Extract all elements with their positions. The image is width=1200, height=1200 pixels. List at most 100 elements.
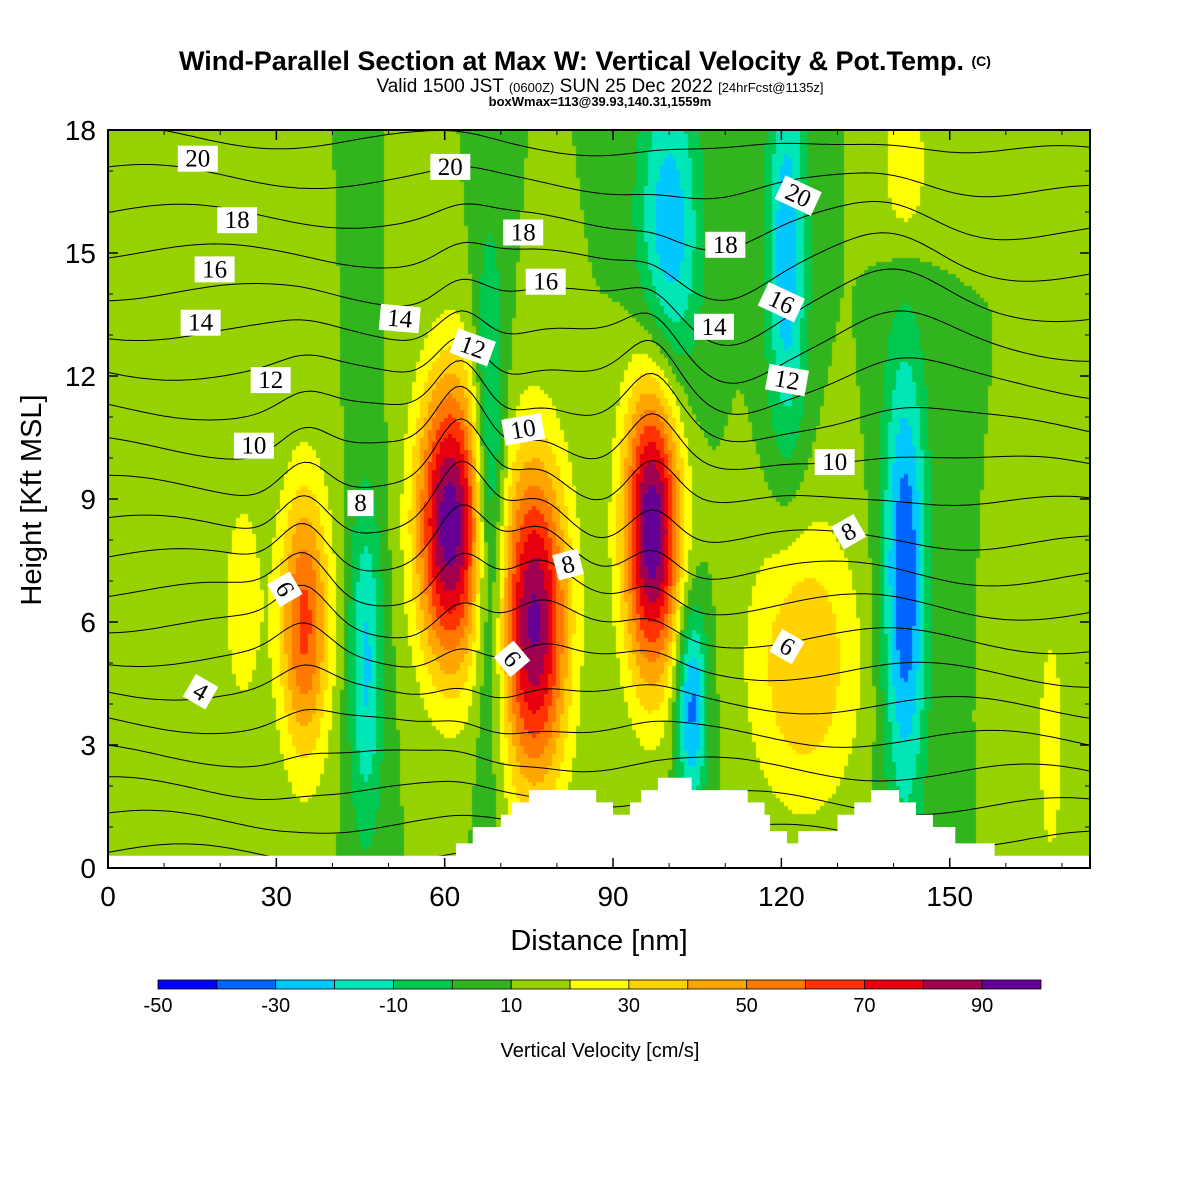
colorbar-tick-label: 50 [736,995,758,1017]
contour-label-text: 12 [772,365,801,396]
contour-label: 18 [705,231,746,259]
contour-label-text: 14 [386,305,414,334]
contour-label: 4 [182,673,219,710]
x-tick-label: 30 [261,881,292,912]
colorbar-tick-label: 90 [971,995,993,1017]
colorbar-tick-label: 10 [500,995,522,1017]
contour-label: 14 [378,303,421,334]
contour-label-text: 10 [241,433,266,460]
x-tick-label: 60 [429,881,460,912]
contour-label-text: 14 [702,314,728,341]
contour-label-text: 8 [354,490,367,517]
contour-label-box [525,268,566,295]
theta-contour-line [108,460,1090,551]
theta-contour-line [108,664,1090,719]
theta-contour-line [108,584,1090,655]
contour-label-text: 20 [438,154,463,181]
contour-label-box [493,640,531,678]
x-tick-label: 90 [597,881,628,912]
contour-label-box [694,313,734,340]
x-tick-label: 150 [926,881,973,912]
contour-label-box [705,231,746,258]
chart-subtitle: Valid 1500 JST (0600Z) SUN 25 Dec 2022 [… [376,76,823,97]
contour-label-box [552,548,585,581]
contour-label: 14 [180,309,221,337]
contour-label-box [430,153,471,180]
theta-contour-line [108,744,1090,782]
theta-contour-line [108,552,1090,621]
theta-contour-line [108,310,1090,384]
contour-label-text: 18 [713,232,738,259]
colorbar-segment [628,979,689,990]
x-tick-label: 0 [100,881,116,912]
colorbar-segment [687,979,748,990]
colorbar-segment [157,979,218,990]
theta-contour-line [108,504,1090,587]
y-tick-label: 15 [65,238,96,269]
contour-label-box [217,207,258,234]
contour-label-text: 12 [258,367,283,394]
contour-label-text: 20 [185,146,210,173]
contour-label-box [503,219,544,246]
theta-contour-line [108,709,1090,748]
contour-label-box [774,175,822,216]
contour-label-box [378,303,421,334]
contour-label: 10 [233,432,274,460]
colorbar-segment [805,979,865,990]
contour-label-box [194,256,235,283]
contour-label-box [501,413,546,446]
contour-label-text: 18 [511,220,536,247]
theta-contour-line [108,201,1090,251]
colorbar-segment [569,979,630,990]
contour-label-box [814,449,855,476]
y-tick-label: 12 [65,361,96,392]
contour-label-box [267,571,303,607]
contour-label-box [449,328,496,367]
x-axis-label: Distance [nm] [510,925,687,957]
colorbar-segment [510,979,571,990]
contour-label-box [765,363,809,397]
colorbar-segment [746,979,807,990]
contour-label-box [250,367,291,394]
colorbar-tick-label: -10 [379,995,408,1017]
y-tick-label: 6 [80,607,96,638]
theta-contour-line [108,336,1090,415]
contour-label: 16 [525,268,566,296]
contour-label-box [347,490,374,517]
contour-label: 8 [830,514,867,550]
contour-label-box [769,628,805,665]
theta-contour-line [159,130,1090,157]
theta-contour-line [108,164,1090,200]
contour-label: 8 [552,548,585,581]
contour-label: 6 [769,628,805,665]
contour-label: 18 [503,219,544,247]
colorbar-tick-label: 70 [853,995,875,1017]
contour-label-text: 10 [822,449,847,476]
contour-label-box [177,145,218,172]
colorbar-segment [334,979,394,990]
chart-title: Wind-Parallel Section at Max W: Vertical… [179,46,991,76]
terrain-mask [108,777,1090,868]
colorbar-segment [451,979,512,990]
contour-label: 10 [814,449,855,476]
contour-label: 20 [177,145,218,173]
contour-label: 12 [250,367,291,394]
vertical-velocity-field [108,130,1090,868]
contour-label: 12 [765,363,809,397]
contour-label: 10 [501,413,546,446]
theta-contour-line [108,418,1090,507]
x-tick-label: 120 [758,881,805,912]
y-tick-label: 0 [80,853,96,884]
colorbar-segment [864,979,924,990]
contour-label-text: 18 [225,207,250,234]
contour-label: 12 [449,328,496,367]
colorbar-tick-label: -30 [261,995,290,1017]
colorbar-tick-label: -50 [144,995,173,1017]
contour-label: 20 [430,153,471,181]
contour-label-text: 16 [202,256,227,283]
colorbar-segment [275,979,336,990]
y-tick-label: 18 [65,115,96,146]
y-tick-label: 9 [80,484,96,515]
